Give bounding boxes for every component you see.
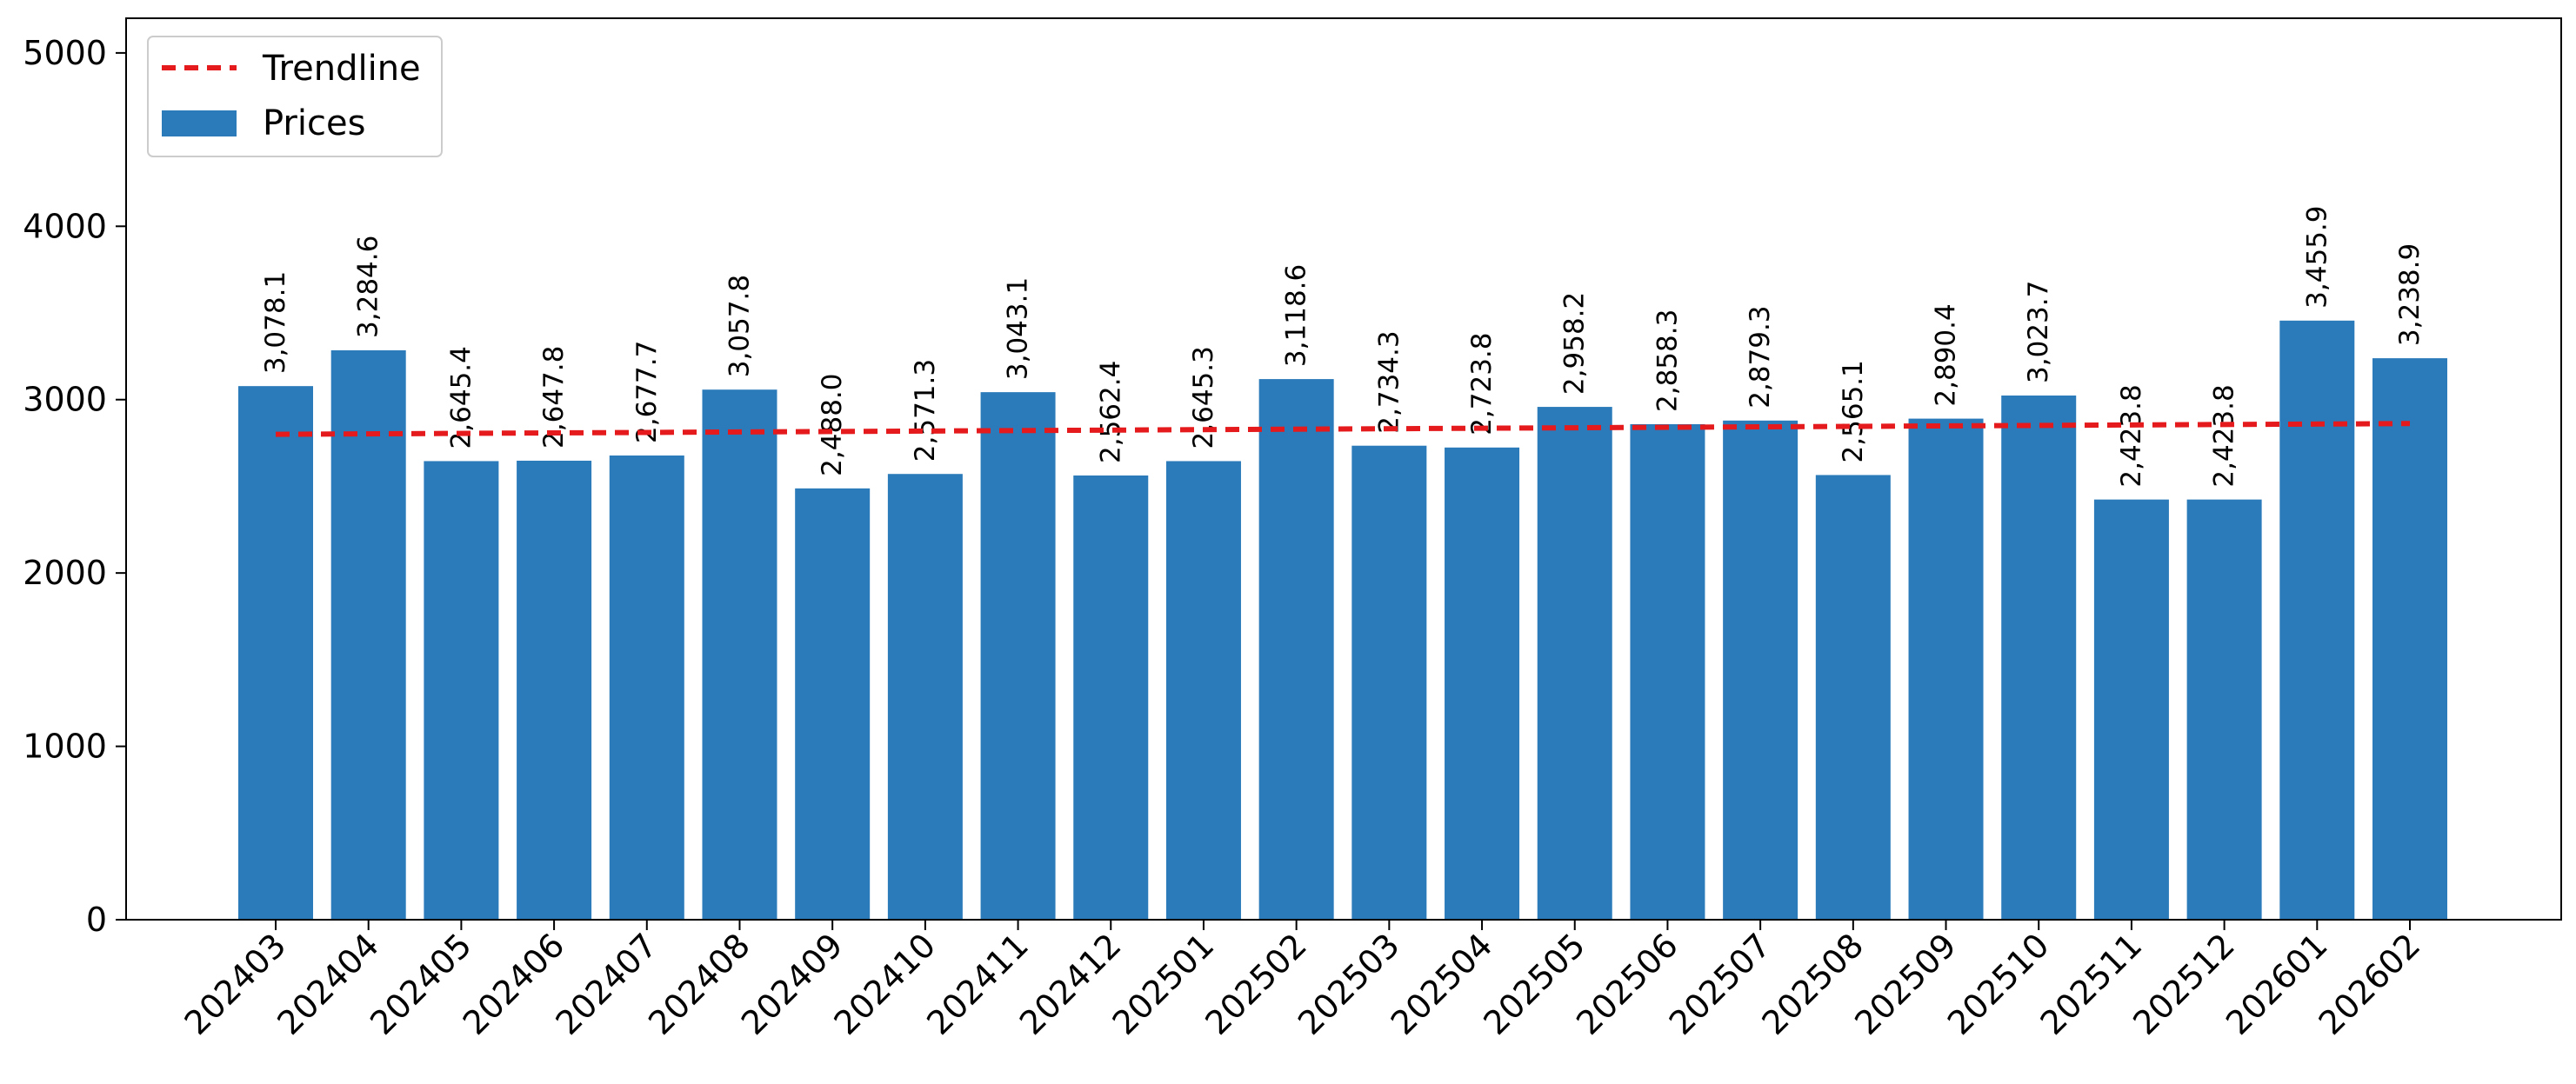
bar-value-label: 3,284.6 — [353, 236, 384, 338]
bar-202404 — [330, 349, 406, 920]
y-tick-label: 4000 — [23, 207, 107, 245]
bar-202504 — [1445, 447, 1520, 920]
y-tick-label: 1000 — [23, 728, 107, 766]
bar-value-label: 3,118.6 — [1281, 264, 1312, 367]
bar-value-label: 3,455.9 — [2301, 205, 2332, 308]
bar-value-label: 2,562.4 — [1095, 361, 1126, 463]
bar-value-label: 3,238.9 — [2394, 243, 2426, 346]
bar-value-label: 3,023.7 — [2023, 281, 2054, 383]
bar-value-label: 2,677.7 — [631, 341, 663, 443]
bar-value-label: 2,958.2 — [1559, 292, 1591, 395]
bar-202410 — [887, 474, 963, 920]
bar-value-label: 3,078.1 — [260, 271, 291, 374]
y-axis: 0 1000 2000 3000 4000 5000 — [23, 34, 126, 939]
bar-value-label: 2,488.0 — [817, 374, 848, 476]
bars — [238, 320, 2447, 920]
bar-202406 — [517, 460, 592, 920]
bar-value-label: 2,565.1 — [1838, 360, 1869, 462]
bar-value-label: 2,858.3 — [1652, 309, 1683, 412]
bar-202506 — [1630, 423, 1705, 920]
bar-202407 — [609, 456, 684, 920]
bar-202602 — [2372, 358, 2447, 920]
y-tick-label: 5000 — [23, 34, 107, 72]
bar-202507 — [1723, 420, 1799, 920]
legend-prices-label: Prices — [263, 103, 365, 143]
bar-value-label: 3,043.1 — [1003, 277, 1034, 380]
bar-202503 — [1351, 445, 1427, 920]
bar-202601 — [2279, 320, 2355, 920]
y-tick-label: 0 — [86, 901, 107, 939]
bar-202411 — [980, 392, 1056, 920]
bar-202502 — [1258, 379, 1334, 920]
bar-value-label: 2,571.3 — [910, 359, 941, 462]
bar-value-label: 2,890.4 — [1931, 303, 1962, 406]
bar-202505 — [1537, 407, 1612, 920]
bar-value-label: 3,057.8 — [724, 275, 755, 377]
bar-202412 — [1073, 475, 1149, 920]
bar-value-label: 2,723.8 — [1466, 332, 1498, 435]
plot-frame — [125, 17, 2562, 921]
bar-value-label: 2,423.8 — [2116, 384, 2147, 487]
bar-value-label: 2,645.3 — [1188, 346, 1219, 449]
trendline — [275, 421, 2411, 437]
bar-202511 — [2093, 499, 2169, 920]
trendline-layer — [275, 421, 2411, 437]
bar-202509 — [1908, 418, 1984, 920]
legend-trendline-label: Trendline — [262, 49, 421, 89]
y-tick-label: 3000 — [23, 381, 107, 419]
bar-labels: 3,078.1 3,284.62,645.4 2,647.8 2,677.73,057… — [260, 205, 2426, 487]
bar-202508 — [1815, 475, 1891, 920]
bar-202512 — [2186, 499, 2262, 920]
bar-202510 — [2001, 396, 2077, 920]
bar-202501 — [1165, 461, 1241, 920]
legend: Trendline Prices — [147, 36, 443, 157]
bar-value-label: 2,423.8 — [2209, 384, 2240, 487]
legend-prices-swatch — [162, 110, 237, 136]
bar-202408 — [702, 389, 777, 920]
bar-202409 — [795, 488, 871, 920]
bar-value-label: 2,734.3 — [1373, 330, 1405, 433]
bar-value-label: 2,879.3 — [1745, 305, 1776, 408]
y-tick-label: 2000 — [23, 554, 107, 592]
bar-202403 — [238, 386, 313, 920]
bar-202405 — [424, 461, 499, 920]
